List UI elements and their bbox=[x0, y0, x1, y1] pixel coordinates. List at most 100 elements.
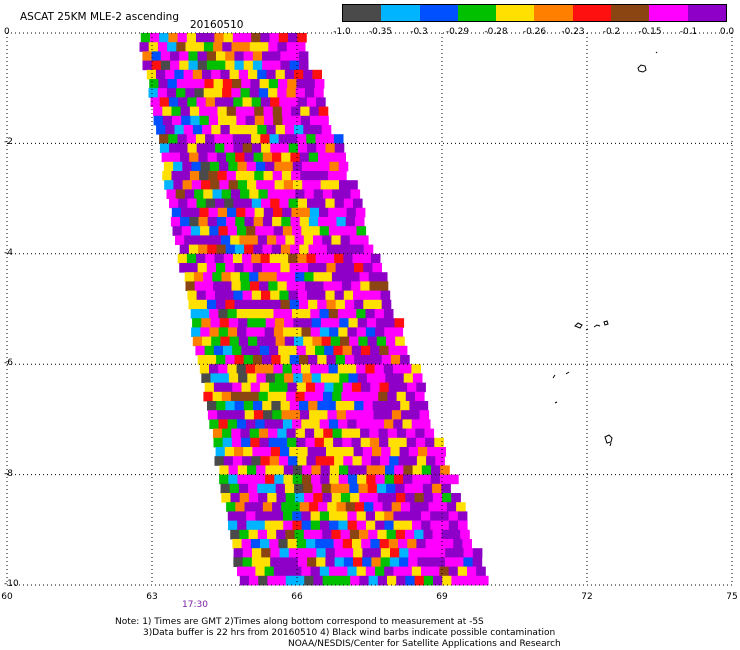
colorbar-segment bbox=[419, 5, 458, 21]
data-cell bbox=[295, 575, 305, 586]
data-cell bbox=[238, 373, 248, 383]
data-cell bbox=[282, 226, 293, 236]
data-cell bbox=[242, 290, 253, 301]
data-cell bbox=[412, 520, 422, 531]
data-cell bbox=[296, 437, 306, 448]
data-cell bbox=[414, 493, 425, 503]
data-cell bbox=[253, 410, 264, 420]
data-cell bbox=[213, 42, 223, 52]
data-cell bbox=[442, 493, 452, 503]
data-cell bbox=[228, 373, 239, 383]
data-cell bbox=[424, 428, 435, 439]
data-cell bbox=[333, 134, 344, 144]
data-cell bbox=[277, 42, 288, 52]
data-cell bbox=[412, 474, 422, 485]
data-cell bbox=[267, 235, 277, 245]
data-cell bbox=[216, 152, 227, 163]
data-cell bbox=[156, 125, 166, 135]
data-cell bbox=[334, 253, 344, 264]
data-cell bbox=[210, 318, 221, 328]
data-cell bbox=[437, 502, 448, 512]
data-cell bbox=[400, 355, 410, 365]
data-cell bbox=[363, 244, 374, 255]
data-cell bbox=[221, 235, 231, 245]
data-cell bbox=[253, 217, 264, 227]
data-cell bbox=[321, 483, 332, 494]
data-cell bbox=[242, 33, 252, 43]
data-cell bbox=[223, 456, 234, 466]
data-cell bbox=[247, 465, 257, 475]
data-cell bbox=[149, 79, 159, 89]
data-cell bbox=[151, 60, 162, 71]
data-cell bbox=[280, 447, 290, 457]
data-cell bbox=[308, 217, 319, 227]
data-cell bbox=[316, 447, 327, 457]
data-cell bbox=[231, 391, 241, 402]
data-cell bbox=[251, 557, 262, 567]
data-cell bbox=[366, 318, 377, 328]
data-cell bbox=[246, 566, 256, 577]
data-cell bbox=[317, 355, 327, 365]
data-cell bbox=[325, 198, 335, 209]
data-cell bbox=[272, 410, 282, 420]
data-cell bbox=[340, 493, 351, 503]
data-cell bbox=[245, 309, 256, 319]
data-cell bbox=[290, 217, 301, 227]
data-cell bbox=[330, 336, 341, 347]
data-cell bbox=[146, 69, 157, 80]
data-cell bbox=[324, 539, 334, 549]
data-cell bbox=[156, 69, 166, 80]
data-cell bbox=[284, 483, 295, 494]
data-cell bbox=[231, 42, 242, 52]
data-cell bbox=[316, 97, 326, 107]
data-cell bbox=[200, 327, 210, 337]
data-cell bbox=[219, 373, 230, 383]
data-cell bbox=[341, 575, 351, 586]
data-cell bbox=[240, 189, 250, 199]
data-cell bbox=[264, 520, 275, 531]
data-cell bbox=[353, 198, 363, 209]
data-cell bbox=[332, 281, 343, 291]
data-cell bbox=[313, 235, 323, 245]
data-cell bbox=[262, 401, 272, 411]
data-cell bbox=[262, 502, 273, 512]
data-cell bbox=[193, 272, 204, 282]
data-cell bbox=[266, 336, 276, 347]
data-cell bbox=[153, 115, 164, 126]
data-cell bbox=[288, 548, 299, 558]
data-cell bbox=[379, 539, 390, 549]
data-cell bbox=[196, 290, 207, 301]
data-cell bbox=[277, 391, 287, 402]
data-cell bbox=[207, 217, 218, 227]
data-cell bbox=[208, 207, 219, 218]
data-cell bbox=[299, 217, 310, 227]
data-cell bbox=[298, 263, 309, 273]
data-cell bbox=[329, 474, 340, 485]
data-cell bbox=[287, 134, 298, 144]
data-cell bbox=[246, 419, 256, 429]
data-cell bbox=[403, 373, 414, 383]
data-cell bbox=[249, 189, 259, 199]
data-cell bbox=[273, 419, 284, 429]
data-cell bbox=[463, 557, 473, 567]
data-cell bbox=[335, 263, 346, 273]
data-cell bbox=[246, 226, 256, 236]
data-cell bbox=[363, 299, 373, 310]
data-cell bbox=[338, 520, 348, 531]
data-cell bbox=[224, 97, 234, 107]
data-cell bbox=[314, 88, 324, 98]
data-cell bbox=[299, 152, 310, 163]
data-cell bbox=[255, 474, 266, 485]
data-cell bbox=[255, 511, 265, 521]
data-cell bbox=[262, 299, 272, 310]
data-cell bbox=[389, 456, 399, 466]
data-cell bbox=[243, 60, 254, 71]
island bbox=[637, 64, 647, 73]
data-cell bbox=[140, 33, 151, 43]
data-cell bbox=[255, 566, 265, 577]
data-cell bbox=[308, 244, 319, 255]
data-cell bbox=[441, 529, 452, 540]
data-cell bbox=[324, 253, 335, 264]
data-cell bbox=[334, 456, 344, 466]
